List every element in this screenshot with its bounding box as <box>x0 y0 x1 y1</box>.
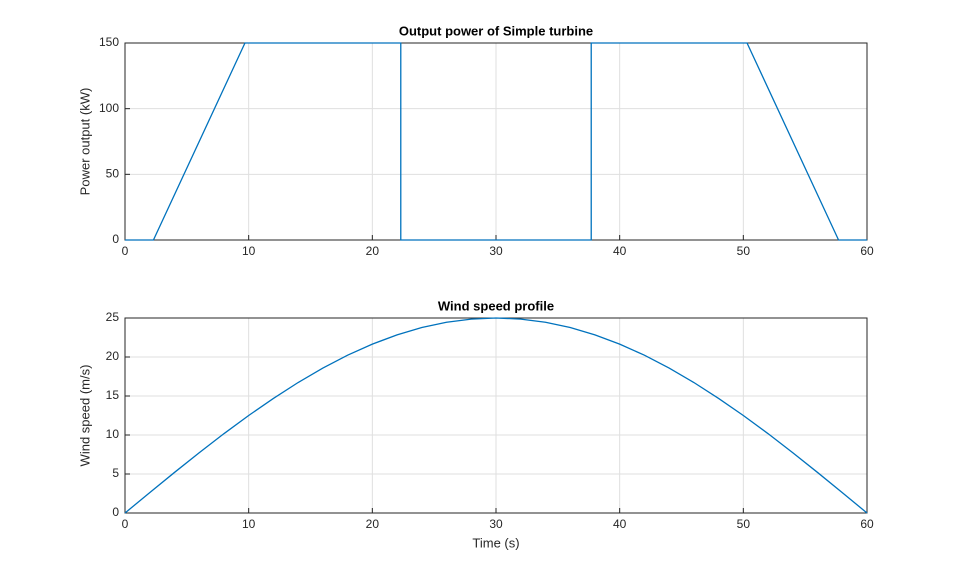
x-tick-label: 50 <box>737 517 751 531</box>
x-tick-label: 10 <box>242 244 256 258</box>
y-tick-label: 20 <box>106 349 120 363</box>
data-line <box>124 317 868 514</box>
y-tick-label: 150 <box>99 35 119 49</box>
x-tick-label: 20 <box>366 244 380 258</box>
x-tick-label: 0 <box>122 244 129 258</box>
x-tick-label: 40 <box>613 517 627 531</box>
y-axis-label: Wind speed (m/s) <box>77 365 92 467</box>
x-tick-label: 30 <box>489 517 503 531</box>
x-tick-label: 50 <box>737 244 751 258</box>
x-tick-label: 60 <box>860 244 874 258</box>
y-tick-label: 25 <box>106 310 120 324</box>
y-tick-label: 0 <box>112 505 119 519</box>
y-tick-label: 100 <box>99 101 119 115</box>
y-axis-label: Power output (kW) <box>77 88 92 196</box>
x-tick-label: 20 <box>366 517 380 531</box>
x-axis-label: Time (s) <box>472 535 519 550</box>
chart-title: Output power of Simple turbine <box>399 23 593 38</box>
x-tick-label: 60 <box>860 517 874 531</box>
y-tick-label: 0 <box>112 232 119 246</box>
x-tick-label: 30 <box>489 244 503 258</box>
y-tick-label: 15 <box>106 388 120 402</box>
x-tick-label: 0 <box>122 517 129 531</box>
y-tick-label: 5 <box>112 466 119 480</box>
x-tick-label: 40 <box>613 244 627 258</box>
y-tick-label: 50 <box>106 167 120 181</box>
x-tick-label: 10 <box>242 517 256 531</box>
chart-title: Wind speed profile <box>438 298 554 313</box>
data-line <box>125 42 867 241</box>
y-tick-label: 10 <box>106 427 120 441</box>
